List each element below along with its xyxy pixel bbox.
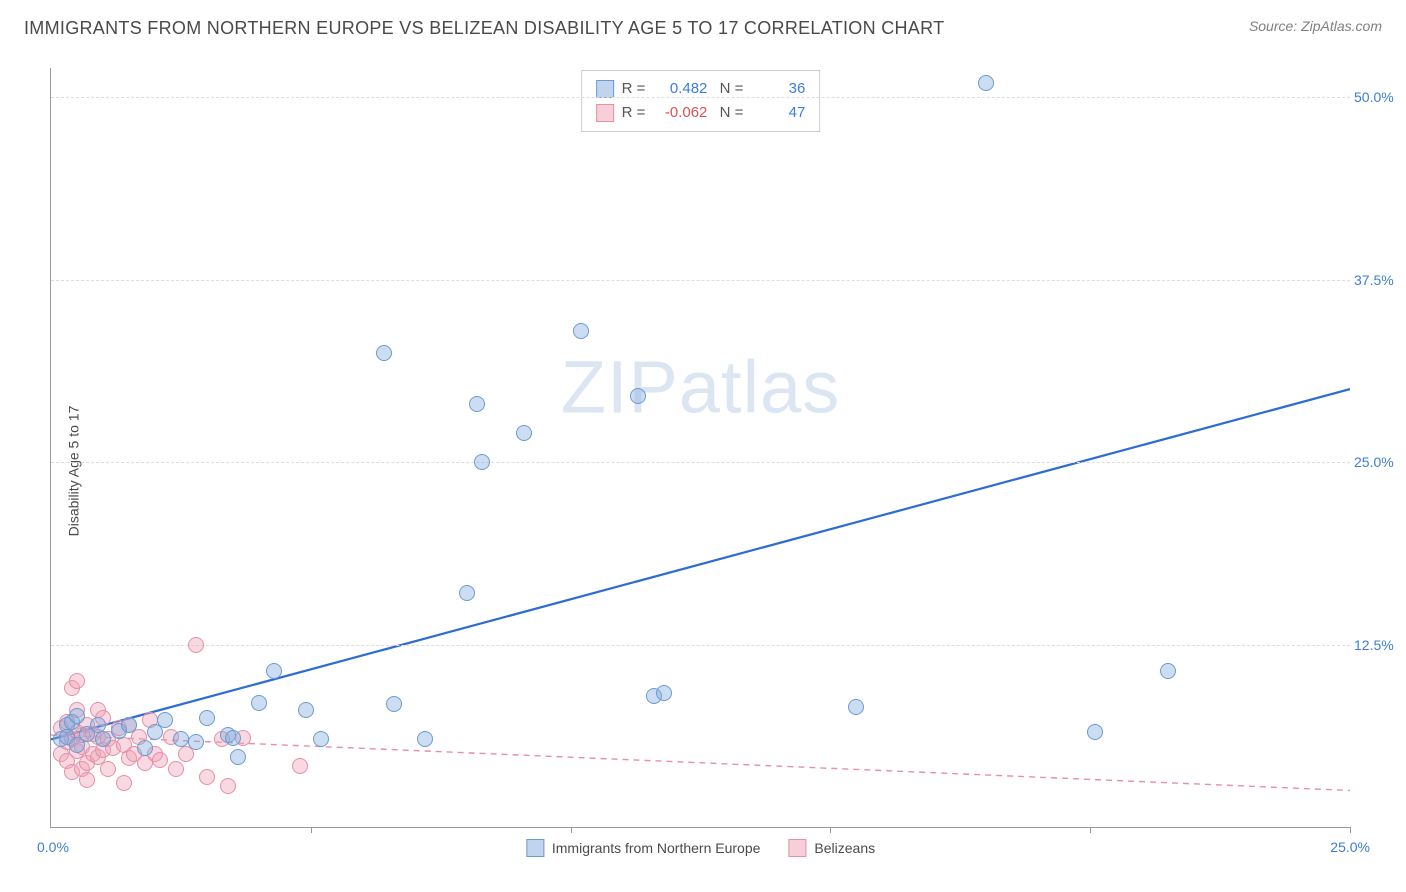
- data-point: [251, 695, 267, 711]
- data-point: [573, 323, 589, 339]
- data-point: [157, 712, 173, 728]
- x-tick: [1350, 827, 1351, 833]
- data-point: [95, 731, 111, 747]
- legend-item: Belizeans: [788, 839, 875, 857]
- legend-row-pink: R = -0.062 N = 47: [596, 101, 806, 125]
- correlation-legend: R = 0.482 N = 36 R = -0.062 N = 47: [581, 70, 821, 132]
- data-point: [69, 708, 85, 724]
- y-tick-label: 50.0%: [1354, 89, 1406, 105]
- legend-label: Belizeans: [814, 840, 875, 856]
- series-legend: Immigrants from Northern Europe Belizeans: [526, 839, 875, 857]
- legend-swatch: [526, 839, 544, 857]
- legend-swatch: [788, 839, 806, 857]
- x-tick: [311, 827, 312, 833]
- data-point: [168, 761, 184, 777]
- data-point: [116, 775, 132, 791]
- data-point: [376, 345, 392, 361]
- y-tick-label: 12.5%: [1354, 637, 1406, 653]
- data-point: [188, 637, 204, 653]
- trend-line-blue: [51, 389, 1350, 739]
- data-point: [266, 663, 282, 679]
- swatch-pink: [596, 104, 614, 122]
- gridline: [51, 97, 1350, 98]
- swatch-blue: [596, 80, 614, 98]
- data-point: [121, 717, 137, 733]
- data-point: [474, 454, 490, 470]
- gridline: [51, 462, 1350, 463]
- source-attribution: Source: ZipAtlas.com: [1249, 18, 1382, 34]
- x-tick: [571, 827, 572, 833]
- data-point: [298, 702, 314, 718]
- data-point: [386, 696, 402, 712]
- data-point: [1087, 724, 1103, 740]
- data-point: [313, 731, 329, 747]
- data-point: [152, 752, 168, 768]
- data-point: [199, 769, 215, 785]
- y-tick-label: 25.0%: [1354, 454, 1406, 470]
- data-point: [292, 758, 308, 774]
- legend-item: Immigrants from Northern Europe: [526, 839, 761, 857]
- data-point: [188, 734, 204, 750]
- data-point: [417, 731, 433, 747]
- trend-lines: [51, 68, 1350, 827]
- data-point: [630, 388, 646, 404]
- n-value-pink: 47: [751, 101, 805, 125]
- data-point: [69, 673, 85, 689]
- x-tick: [1090, 827, 1091, 833]
- x-end-label: 25.0%: [1330, 839, 1370, 855]
- gridline: [51, 645, 1350, 646]
- r-value-pink: -0.062: [653, 101, 707, 125]
- data-point: [469, 396, 485, 412]
- chart-title: IMMIGRANTS FROM NORTHERN EUROPE VS BELIZ…: [24, 18, 944, 39]
- watermark: ZIPatlas: [561, 344, 840, 429]
- data-point: [848, 699, 864, 715]
- data-point: [220, 778, 236, 794]
- data-point: [459, 585, 475, 601]
- y-tick-label: 37.5%: [1354, 272, 1406, 288]
- data-point: [1160, 663, 1176, 679]
- data-point: [90, 717, 106, 733]
- data-point: [199, 710, 215, 726]
- gridline: [51, 280, 1350, 281]
- data-point: [978, 75, 994, 91]
- data-point: [656, 685, 672, 701]
- x-tick: [830, 827, 831, 833]
- x-origin-label: 0.0%: [37, 839, 69, 855]
- plot-region: ZIPatlas R = 0.482 N = 36 R = -0.062 N =…: [50, 68, 1350, 828]
- data-point: [100, 761, 116, 777]
- data-point: [225, 730, 241, 746]
- r-label: R =: [622, 101, 646, 125]
- chart-area: Disability Age 5 to 17 ZIPatlas R = 0.48…: [0, 50, 1406, 892]
- n-label: N =: [715, 101, 743, 125]
- data-point: [230, 749, 246, 765]
- data-point: [137, 740, 153, 756]
- data-point: [516, 425, 532, 441]
- legend-label: Immigrants from Northern Europe: [552, 840, 761, 856]
- data-point: [79, 772, 95, 788]
- data-point: [173, 731, 189, 747]
